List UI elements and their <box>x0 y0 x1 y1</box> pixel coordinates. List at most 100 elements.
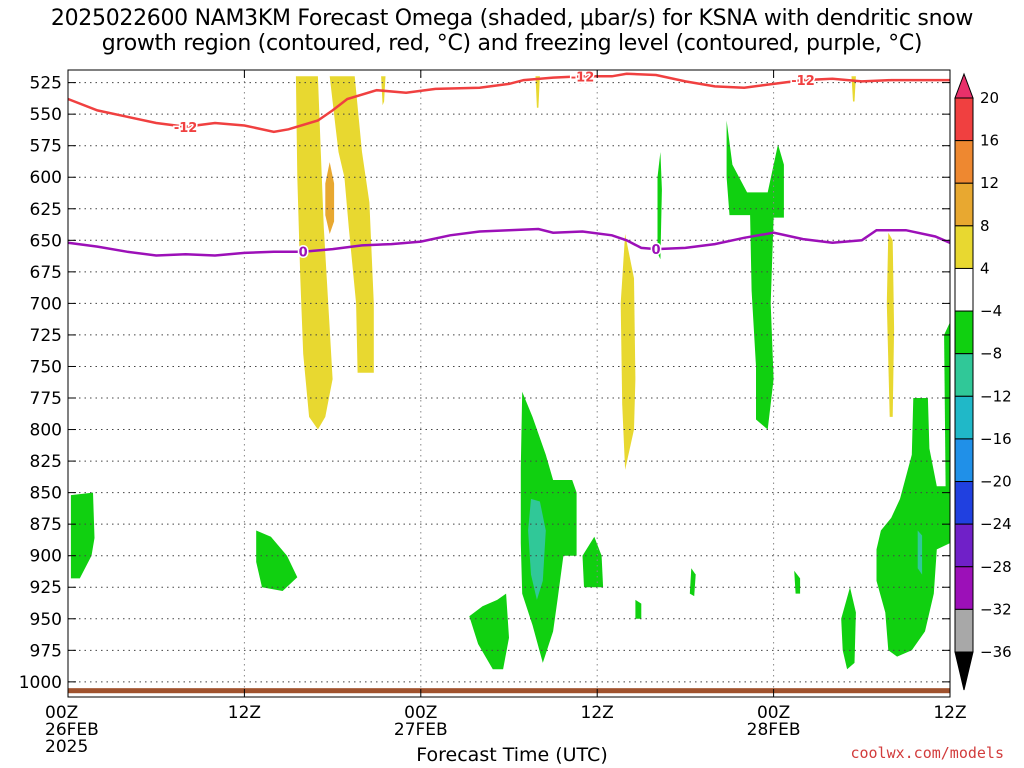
y-tick-label: 925 <box>30 578 62 598</box>
omega-shaded-regions <box>70 76 950 670</box>
colorbar-bin <box>954 140 974 184</box>
y-tick-label: 575 <box>30 137 62 157</box>
colorbar-label: −12 <box>980 387 1012 405</box>
colorbar-label: −20 <box>980 473 1012 491</box>
x-tick-label: 00Z <box>404 703 437 723</box>
omega-region-21 <box>944 322 950 493</box>
colorbar-bin <box>954 310 974 355</box>
colorbar-bin <box>954 267 974 312</box>
colorbar-bin <box>954 395 974 440</box>
chart-title-line1: 2025022600 NAM3KM Forecast Omega (shaded… <box>50 6 974 31</box>
y-tick-label: 725 <box>30 326 62 346</box>
contour-label: 0 <box>299 246 308 261</box>
colorbar-bin <box>954 225 974 269</box>
x-tick-label: 00Z <box>45 703 78 723</box>
contour-label: -12 <box>174 121 198 136</box>
omega-region-22 <box>917 530 923 575</box>
omega-region-13 <box>520 391 577 663</box>
y-tick-label: 1000 <box>19 673 62 693</box>
colorbar-label: −16 <box>980 430 1012 448</box>
colorbar-bin <box>954 481 974 525</box>
y-tick-label: 775 <box>30 389 62 409</box>
y-tick-label: 950 <box>30 610 62 630</box>
chart-title: 2025022600 NAM3KM Forecast Omega (shaded… <box>0 6 1024 56</box>
omega-region-8 <box>726 120 784 430</box>
omega-region-20 <box>876 398 950 657</box>
contour-temperature--12 <box>67 72 950 134</box>
omega-region-19 <box>841 587 856 670</box>
chart-title-line2: growth region (contoured, red, °C) and f… <box>101 31 923 56</box>
omega-region-16 <box>635 599 642 619</box>
y-tick-label: 875 <box>30 515 62 535</box>
y-tick-label: 975 <box>30 641 62 661</box>
y-tick-label: 675 <box>30 263 62 283</box>
colorbar-label: −32 <box>980 600 1012 618</box>
x-tick-label: 2025 <box>45 737 88 757</box>
y-tick-label: 750 <box>30 357 62 377</box>
colorbar-label: 4 <box>980 259 990 277</box>
contour-temperature-0 <box>67 227 951 257</box>
y-axis: 525 550 575 600 625 650 675 700 725 750 775 800 825 8… <box>19 74 950 693</box>
omega-region-12 <box>469 593 509 670</box>
colorbar-bin <box>954 182 974 227</box>
colorbar-label: −4 <box>980 302 1002 320</box>
y-tick-label: 600 <box>30 168 62 188</box>
y-tick-label: 850 <box>30 484 62 504</box>
y-tick-label: 800 <box>30 421 62 441</box>
colorbar-bin <box>954 97 974 142</box>
colorbar-bin <box>954 566 974 610</box>
y-tick-label: 625 <box>30 200 62 220</box>
y-tick-label: 825 <box>30 452 62 472</box>
y-tick-label: 700 <box>30 294 62 314</box>
omega-region-15 <box>582 536 604 588</box>
contour-lines: -12 -12 -12 0 0 <box>67 69 951 262</box>
omega-region-2 <box>325 162 335 234</box>
x-tick-label: 12Z <box>228 703 261 723</box>
omega-region-11 <box>256 530 298 591</box>
colorbar-top-arrow <box>954 72 974 99</box>
colorbar-label: −8 <box>980 345 1002 363</box>
contour-label: -12 <box>791 74 815 89</box>
colorbar-label: −24 <box>980 515 1012 533</box>
omega-region-18 <box>794 570 801 594</box>
x-axis-label: Forecast Time (UTC) <box>416 744 608 766</box>
colorbar-bin <box>954 523 974 568</box>
y-tick-label: 650 <box>30 231 62 251</box>
colorbar-bottom-arrow <box>954 651 974 691</box>
omega-region-1 <box>329 76 374 373</box>
omega-region-10 <box>70 492 95 579</box>
ground-band <box>68 688 950 694</box>
omega-region-4 <box>535 76 540 108</box>
colorbar-bin <box>954 438 974 483</box>
colorbar: 20 16 12 8 4 −4 −8 −12 −16 −20 −24 −28 −32 −36 <box>954 72 1012 691</box>
x-tick-label: 26FEB <box>45 720 99 740</box>
omega-region-17 <box>689 568 696 597</box>
x-tick-label: 28FEB <box>747 720 801 740</box>
colorbar-bin <box>954 608 974 653</box>
credit-text: coolwx.com/models <box>850 744 1004 762</box>
y-tick-label: 525 <box>30 74 62 94</box>
omega-region-0 <box>295 76 333 430</box>
omega-region-9 <box>657 152 662 260</box>
colorbar-label: 8 <box>980 217 990 235</box>
contour-label: -12 <box>571 70 595 85</box>
omega-region-7 <box>886 232 895 417</box>
omega-region-6 <box>620 234 636 470</box>
x-tick-label: 00Z <box>757 703 790 723</box>
x-tick-label: 27FEB <box>394 720 448 740</box>
x-tick-label: 12Z <box>933 703 966 723</box>
contour-label: 0 <box>651 243 660 258</box>
plot-frame <box>67 69 951 698</box>
colorbar-label: 20 <box>980 89 999 107</box>
y-tick-label: 550 <box>30 105 62 125</box>
colorbar-label: 12 <box>980 174 999 192</box>
grid-lines <box>67 70 951 697</box>
colorbar-label: −28 <box>980 558 1012 576</box>
x-tick-label: 12Z <box>581 703 614 723</box>
colorbar-bin <box>954 353 974 397</box>
colorbar-label: 16 <box>980 132 999 150</box>
colorbar-label: −36 <box>980 643 1012 661</box>
y-tick-label: 900 <box>30 547 62 567</box>
